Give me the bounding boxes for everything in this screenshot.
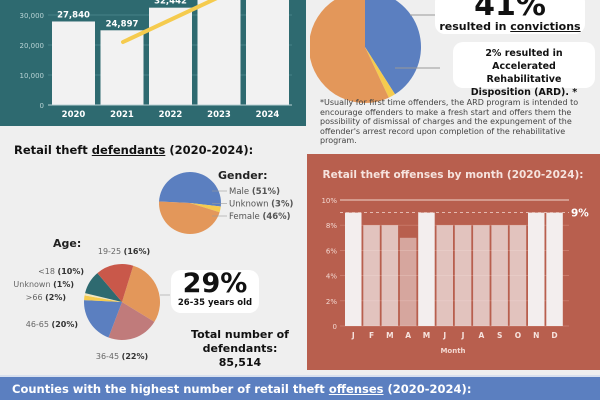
- counties-title: Counties with the highest number of reta…: [12, 382, 472, 396]
- bar-S: [491, 225, 508, 326]
- x-tick-label: 2024: [256, 110, 280, 120]
- x-tick-label: A: [405, 331, 411, 340]
- outcomes-slice-convictions: [365, 0, 421, 95]
- gender-slice-male: [159, 171, 221, 207]
- data-label: 27,840: [57, 10, 90, 20]
- bar-M: [418, 212, 435, 326]
- gender-legend-unknown: Unknown (3%): [229, 200, 293, 210]
- y-tick-label: 0: [333, 323, 337, 331]
- yearly-bar-chart: 0 10,000 20,000 30,000 2020 27,840 2021 24,897 2…: [20, 0, 292, 120]
- bar-M: [381, 225, 399, 326]
- age-legend: 36-45 (22%): [96, 352, 148, 361]
- age-highlight-box: 29% 26-35 years old: [171, 270, 259, 313]
- age-slice-3645: [108, 302, 155, 340]
- x-tick-label: 2020: [62, 110, 86, 120]
- bar-F: [363, 225, 380, 326]
- age-slice-2635: [122, 265, 160, 322]
- bar-2023: [197, 0, 241, 105]
- bar-O: [509, 225, 527, 326]
- data-label: 24,897: [106, 19, 139, 29]
- x-tick-label: M: [423, 331, 430, 340]
- y-tick-label: 0: [40, 102, 44, 110]
- monthly-offenses-panel: Retail theft offenses by month (2020-202…: [307, 154, 600, 370]
- bar-N: [528, 212, 545, 326]
- bar-J: [345, 212, 362, 326]
- y-tick-label: 10%: [321, 197, 337, 205]
- age-slice-unknown: [84, 293, 122, 302]
- bar-J: [454, 225, 472, 326]
- total-defendants: Total number of defendants: 85,514: [191, 328, 289, 369]
- y-tick-label: 20,000: [20, 42, 45, 50]
- x-tick-label: 2022: [159, 110, 183, 120]
- outcomes-pie: [310, 0, 440, 103]
- x-tick-label: M: [386, 331, 393, 340]
- yearly-offenses-panel: 0 10,000 20,000 30,000 2020 27,840 2021 24,897 2…: [0, 0, 306, 126]
- age-slice-4665: [84, 300, 122, 338]
- monthly-bar-chart: Retail theft offenses by month (2020-202…: [321, 169, 589, 355]
- counties-panel: Counties with the highest number of reta…: [0, 375, 600, 400]
- x-tick-label: J: [351, 331, 355, 340]
- x-tick-label: O: [515, 331, 521, 340]
- outcomes-slice-other: [310, 0, 389, 103]
- x-tick-label: J: [442, 331, 446, 340]
- x-tick-label: 2021: [110, 110, 134, 120]
- reference-label: 9%: [571, 208, 589, 220]
- bar-A: [399, 237, 417, 326]
- x-axis-label: Month: [440, 347, 465, 355]
- y-tick-label: 6%: [326, 247, 337, 255]
- y-tick-label: 30,000: [20, 12, 45, 20]
- x-tick-label: J: [461, 331, 465, 340]
- chart-title: Retail theft offenses by month (2020-202…: [322, 169, 583, 181]
- x-tick-label: D: [551, 331, 557, 340]
- trend-line: [121, 0, 218, 44]
- bar-2024: [246, 0, 289, 105]
- data-label: 32,442: [154, 0, 187, 7]
- y-tick-label: 10,000: [20, 72, 45, 80]
- y-tick-label: 4%: [326, 273, 337, 281]
- y-tick-label: 8%: [326, 222, 337, 230]
- defendants-title: Retail theft defendants (2020-2024):: [14, 143, 254, 157]
- ard-footnote: *Usually for first time offenders, the A…: [320, 98, 579, 145]
- age-title: Age:: [53, 237, 81, 250]
- convictions-text: resulted in: [439, 20, 511, 33]
- x-tick-label: F: [369, 331, 374, 340]
- convictions-percent: 41%: [474, 0, 546, 23]
- age-legend: 46-65 (20%): [26, 320, 78, 329]
- age-legend: Unknown (1%): [13, 280, 74, 289]
- x-tick-label: A: [478, 331, 484, 340]
- x-tick-label: 2023: [207, 110, 231, 120]
- gender-slice-unknown: [190, 203, 221, 213]
- x-tick-label: N: [533, 331, 539, 340]
- gender-title: Gender:: [218, 169, 267, 182]
- y-tick-label: 2%: [326, 298, 337, 306]
- outcomes-panel: 41% resulted in convictions 2% resulted …: [310, 0, 600, 150]
- gender-legend-male: Male (51%): [229, 187, 280, 197]
- gender-slice-female: [159, 201, 220, 234]
- counties-link[interactable]: offenses: [328, 382, 384, 396]
- bar-2020: [52, 21, 95, 106]
- x-tick-label: S: [497, 331, 502, 340]
- age-highlight-percent: 29%: [182, 268, 248, 299]
- bar-A: [473, 225, 490, 326]
- outcomes-slice-ard: [365, 47, 396, 98]
- age-slice-66: [84, 295, 122, 302]
- convictions-link[interactable]: convictions: [510, 20, 581, 33]
- age-highlight-label: 26-35 years old: [177, 298, 253, 308]
- age-legend: 19-25 (16%): [98, 247, 150, 256]
- defendants-link[interactable]: defendants: [91, 143, 166, 157]
- defendants-panel: Retail theft defendants (2020-2024): Gen…: [0, 130, 302, 370]
- demographics-pies: Gender: Male (51%) Unknown (3%) Female (46%…: [13, 169, 293, 361]
- bar-2022: [149, 7, 192, 106]
- age-slice-18: [85, 273, 122, 302]
- age-slice-1925: [97, 264, 134, 302]
- gender-legend-female: Female (46%): [229, 212, 291, 222]
- bar-D: [546, 212, 563, 326]
- age-legend: <18 (10%): [38, 267, 84, 276]
- bar-J: [436, 225, 453, 326]
- convictions-box: 41% resulted in convictions: [435, 0, 585, 34]
- ard-box: 2% resulted in Accelerated Rehabilitativ…: [453, 42, 595, 98]
- age-legend: >66 (2%): [26, 293, 66, 302]
